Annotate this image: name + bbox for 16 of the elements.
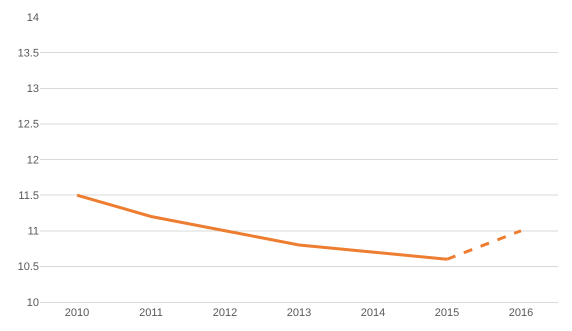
x-tick-label: 2014 xyxy=(360,307,386,320)
y-tick-label: 10 xyxy=(26,296,39,309)
y-tick-label: 10.5 xyxy=(18,261,39,274)
y-tick-label: 13 xyxy=(26,83,39,96)
y-tick-label: 13.5 xyxy=(18,47,39,60)
x-tick-label: 2016 xyxy=(508,307,534,320)
x-tick-label: 2012 xyxy=(212,307,238,320)
y-tick-label: 12 xyxy=(26,154,39,166)
y-tick-label: 14 xyxy=(26,12,39,24)
x-tick-label: 2010 xyxy=(64,307,90,320)
y-tick-label: 12.5 xyxy=(18,118,39,131)
y-tick-label: 11.5 xyxy=(18,190,39,202)
x-tick-label: 2011 xyxy=(139,307,163,320)
x-tick-label: 2013 xyxy=(286,307,312,320)
y-tick-label: 11 xyxy=(28,226,39,238)
x-tick-label: 2015 xyxy=(434,307,460,320)
